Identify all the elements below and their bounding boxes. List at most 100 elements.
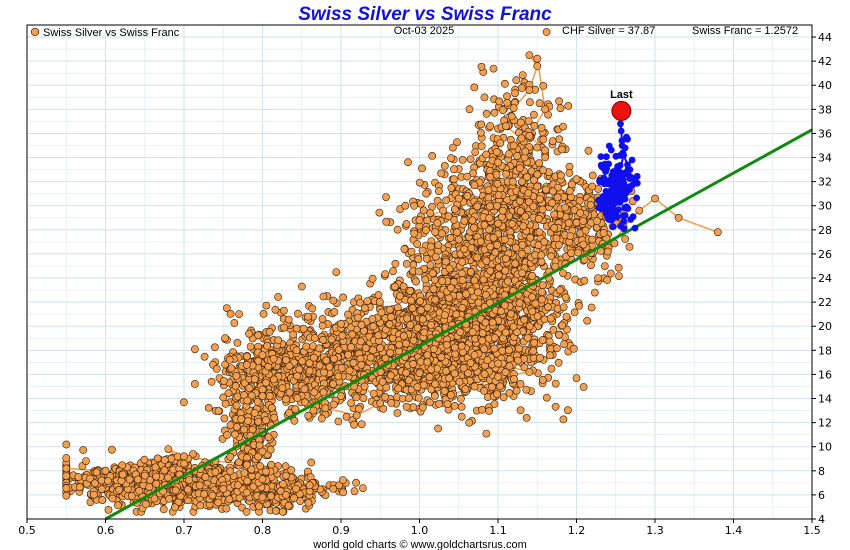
history-point: [458, 276, 467, 285]
history-point: [230, 319, 239, 327]
history-point: [471, 148, 480, 156]
history-point: [429, 345, 438, 354]
history-point: [516, 164, 524, 173]
history-point: [516, 406, 525, 415]
history-point: [319, 335, 327, 344]
history-point: [214, 498, 223, 507]
history-point: [400, 245, 409, 253]
history-point: [190, 380, 199, 388]
history-point: [476, 128, 485, 137]
history-point: [410, 229, 419, 238]
history-point: [523, 173, 531, 181]
history-point: [305, 359, 314, 368]
history-point: [512, 76, 521, 85]
history-point: [414, 255, 423, 264]
history-point: [232, 401, 241, 410]
history-point: [201, 473, 210, 481]
history-point: [256, 462, 264, 471]
history-point: [484, 186, 493, 194]
history-point: [478, 329, 487, 338]
history-point: [285, 388, 294, 397]
history-point: [357, 420, 366, 429]
history-point: [525, 322, 534, 331]
history-point: [485, 214, 494, 222]
history-point: [298, 357, 307, 366]
history-point: [528, 271, 537, 280]
history-point: [485, 407, 493, 415]
history-point: [441, 257, 450, 266]
history-point: [542, 28, 551, 36]
history-point: [232, 422, 241, 431]
history-point: [426, 209, 435, 217]
history-point: [185, 476, 193, 484]
history-point: [560, 340, 568, 348]
history-point: [562, 312, 571, 321]
history-point: [145, 483, 154, 491]
history-point: [460, 245, 469, 254]
history-point: [304, 312, 312, 321]
history-point: [490, 344, 499, 353]
history-point: [295, 365, 304, 374]
history-point: [150, 494, 159, 503]
history-point: [453, 228, 461, 237]
history-point: [359, 394, 368, 403]
history-point: [302, 342, 311, 351]
history-point: [357, 320, 366, 329]
history-point: [470, 83, 479, 92]
history-point: [516, 379, 525, 388]
history-point: [517, 84, 526, 92]
history-point: [442, 340, 451, 349]
history-point: [420, 328, 429, 337]
history-point: [542, 185, 550, 194]
history-point: [233, 392, 242, 401]
history-point: [509, 322, 518, 331]
history-point: [533, 143, 541, 152]
history-point: [267, 492, 275, 501]
history-point: [115, 485, 124, 494]
history-point: [159, 505, 168, 514]
history-point: [492, 170, 501, 179]
history-point: [419, 206, 428, 215]
history-point: [179, 398, 188, 407]
history-point: [385, 320, 394, 329]
history-point: [259, 309, 268, 318]
history-point: [591, 288, 599, 297]
history-point: [458, 269, 466, 278]
history-point: [466, 155, 475, 163]
history-point: [89, 490, 98, 499]
history-point: [458, 303, 467, 312]
history-point: [196, 501, 205, 510]
history-point: [512, 243, 520, 252]
history-point: [466, 267, 475, 276]
history-point: [474, 288, 482, 297]
history-point: [381, 392, 389, 401]
history-point: [492, 148, 501, 156]
history-point: [526, 98, 534, 107]
history-point: [530, 338, 539, 347]
history-point: [319, 368, 328, 377]
history-point: [62, 484, 71, 493]
history-point: [395, 340, 404, 349]
history-point: [289, 330, 297, 339]
history-point: [98, 496, 107, 504]
history-point: [443, 400, 452, 408]
history-point: [510, 375, 518, 383]
history-point: [489, 233, 498, 242]
history-point: [375, 297, 384, 306]
history-point: [501, 328, 510, 337]
history-point: [330, 354, 338, 363]
history-point: [421, 226, 430, 235]
history-point: [603, 276, 612, 284]
history-point: [309, 353, 318, 362]
history-point: [614, 263, 623, 272]
history-point: [496, 139, 505, 147]
history-point: [450, 401, 459, 410]
history-point: [377, 308, 386, 317]
history-point: [520, 315, 529, 324]
history-point: [200, 490, 209, 498]
history-point: [207, 377, 216, 386]
history-point: [322, 356, 331, 365]
history-point: [408, 304, 417, 313]
history-point: [458, 258, 467, 266]
history-point: [419, 380, 428, 389]
